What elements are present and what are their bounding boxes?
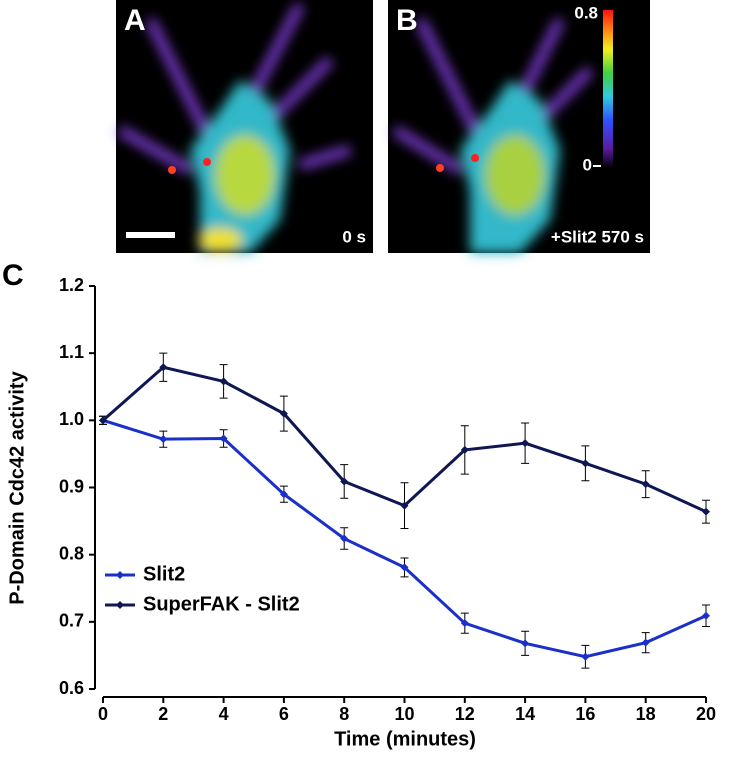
marker	[99, 416, 107, 425]
marker	[581, 652, 590, 661]
panel-label: A	[124, 4, 146, 37]
x-tick-label: 6	[279, 704, 289, 724]
series-line	[102, 418, 707, 659]
marker	[159, 363, 168, 372]
marker	[400, 501, 409, 510]
marker	[279, 490, 288, 499]
marker	[460, 445, 469, 454]
x-tick-label: 18	[636, 704, 656, 724]
y-tick-label: 1.2	[59, 275, 84, 295]
y-tick-label: 0.7	[59, 611, 84, 631]
legend-marker	[116, 601, 124, 609]
colorbar-label: 0	[583, 155, 592, 174]
legend-marker	[116, 571, 124, 579]
colorbar	[603, 10, 613, 168]
marker	[340, 534, 349, 543]
x-tick-label: 10	[394, 704, 414, 724]
marker	[219, 434, 228, 443]
x-tick-label: 4	[219, 704, 229, 724]
y-axis-label: P-Domain Cdc42 activity	[6, 370, 28, 604]
marker	[702, 611, 710, 620]
x-tick-label: 8	[339, 704, 349, 724]
panel-label: C	[2, 259, 24, 292]
marker	[641, 638, 650, 647]
marker	[702, 507, 710, 516]
x-tick-label: 2	[158, 704, 168, 724]
x-tick-label: 0	[98, 704, 108, 724]
x-tick-label: 16	[575, 704, 595, 724]
marker	[279, 409, 288, 418]
marker	[219, 377, 228, 386]
marker	[159, 435, 168, 444]
image-caption: +Slit2 570 s	[551, 227, 644, 246]
marker	[340, 477, 349, 486]
y-tick-label: 0.9	[59, 476, 84, 496]
x-tick-label: 20	[696, 704, 716, 724]
image-a: A 0 s	[116, 0, 373, 253]
marker	[400, 563, 409, 572]
marker	[581, 459, 590, 468]
legend-label: SuperFAK - Slit2	[143, 593, 300, 615]
x-tick-label: 12	[455, 704, 475, 724]
y-tick-label: 0.8	[59, 543, 84, 563]
x-axis-label: Time (minutes)	[334, 728, 476, 750]
marker	[641, 480, 650, 489]
image-caption: 0 s	[342, 227, 366, 246]
marker	[460, 619, 469, 628]
legend-label: Slit2	[143, 563, 185, 585]
y-tick-label: 0.6	[59, 678, 84, 698]
x-tick-label: 14	[515, 704, 535, 724]
image-b: B +Slit2 570 s 0.8 0	[388, 0, 650, 253]
panel-label: B	[396, 4, 418, 37]
y-tick-label: 1.0	[59, 409, 84, 429]
marker	[521, 439, 530, 448]
marker	[521, 639, 530, 648]
colorbar-label: 0.8	[574, 3, 598, 22]
y-tick-label: 1.1	[59, 342, 84, 362]
